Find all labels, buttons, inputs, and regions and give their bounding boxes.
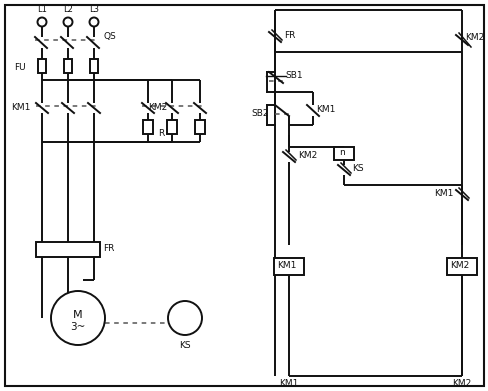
Text: KM2: KM2 [297,151,317,160]
Circle shape [168,301,202,335]
Text: SB1: SB1 [285,72,302,81]
Bar [446,258,476,275]
Text: KM2: KM2 [449,262,468,271]
Circle shape [89,18,98,27]
Text: R: R [158,129,164,138]
Circle shape [38,18,46,27]
Text: SB2: SB2 [250,108,268,118]
Text: QS: QS [103,32,116,41]
Text: KM2: KM2 [148,102,167,111]
Bar [142,120,153,134]
Text: KM1: KM1 [11,102,30,111]
Text: L2: L2 [63,5,73,14]
Text: KM1: KM1 [276,262,296,271]
Bar [167,120,177,134]
Text: KS: KS [179,341,190,350]
Bar [36,242,100,257]
Circle shape [51,291,105,345]
Circle shape [63,18,72,27]
Text: n: n [338,149,344,158]
Text: KM1: KM1 [279,380,298,389]
Text: FR: FR [284,32,295,41]
Text: L1: L1 [37,5,47,14]
Bar [333,147,353,160]
Text: KS: KS [351,165,363,174]
Text: KM2: KM2 [451,380,470,389]
Bar [195,120,204,134]
Text: M: M [73,310,82,320]
Text: 3~: 3~ [70,322,85,332]
Text: FU: FU [14,63,25,72]
Bar [64,59,72,73]
Text: KM1: KM1 [433,190,452,199]
Text: KM2: KM2 [464,34,483,43]
Bar [273,258,304,275]
Text: KM1: KM1 [315,104,335,113]
Text: FR: FR [103,244,114,253]
Bar [38,59,46,73]
Bar [90,59,98,73]
Text: L3: L3 [89,5,99,14]
